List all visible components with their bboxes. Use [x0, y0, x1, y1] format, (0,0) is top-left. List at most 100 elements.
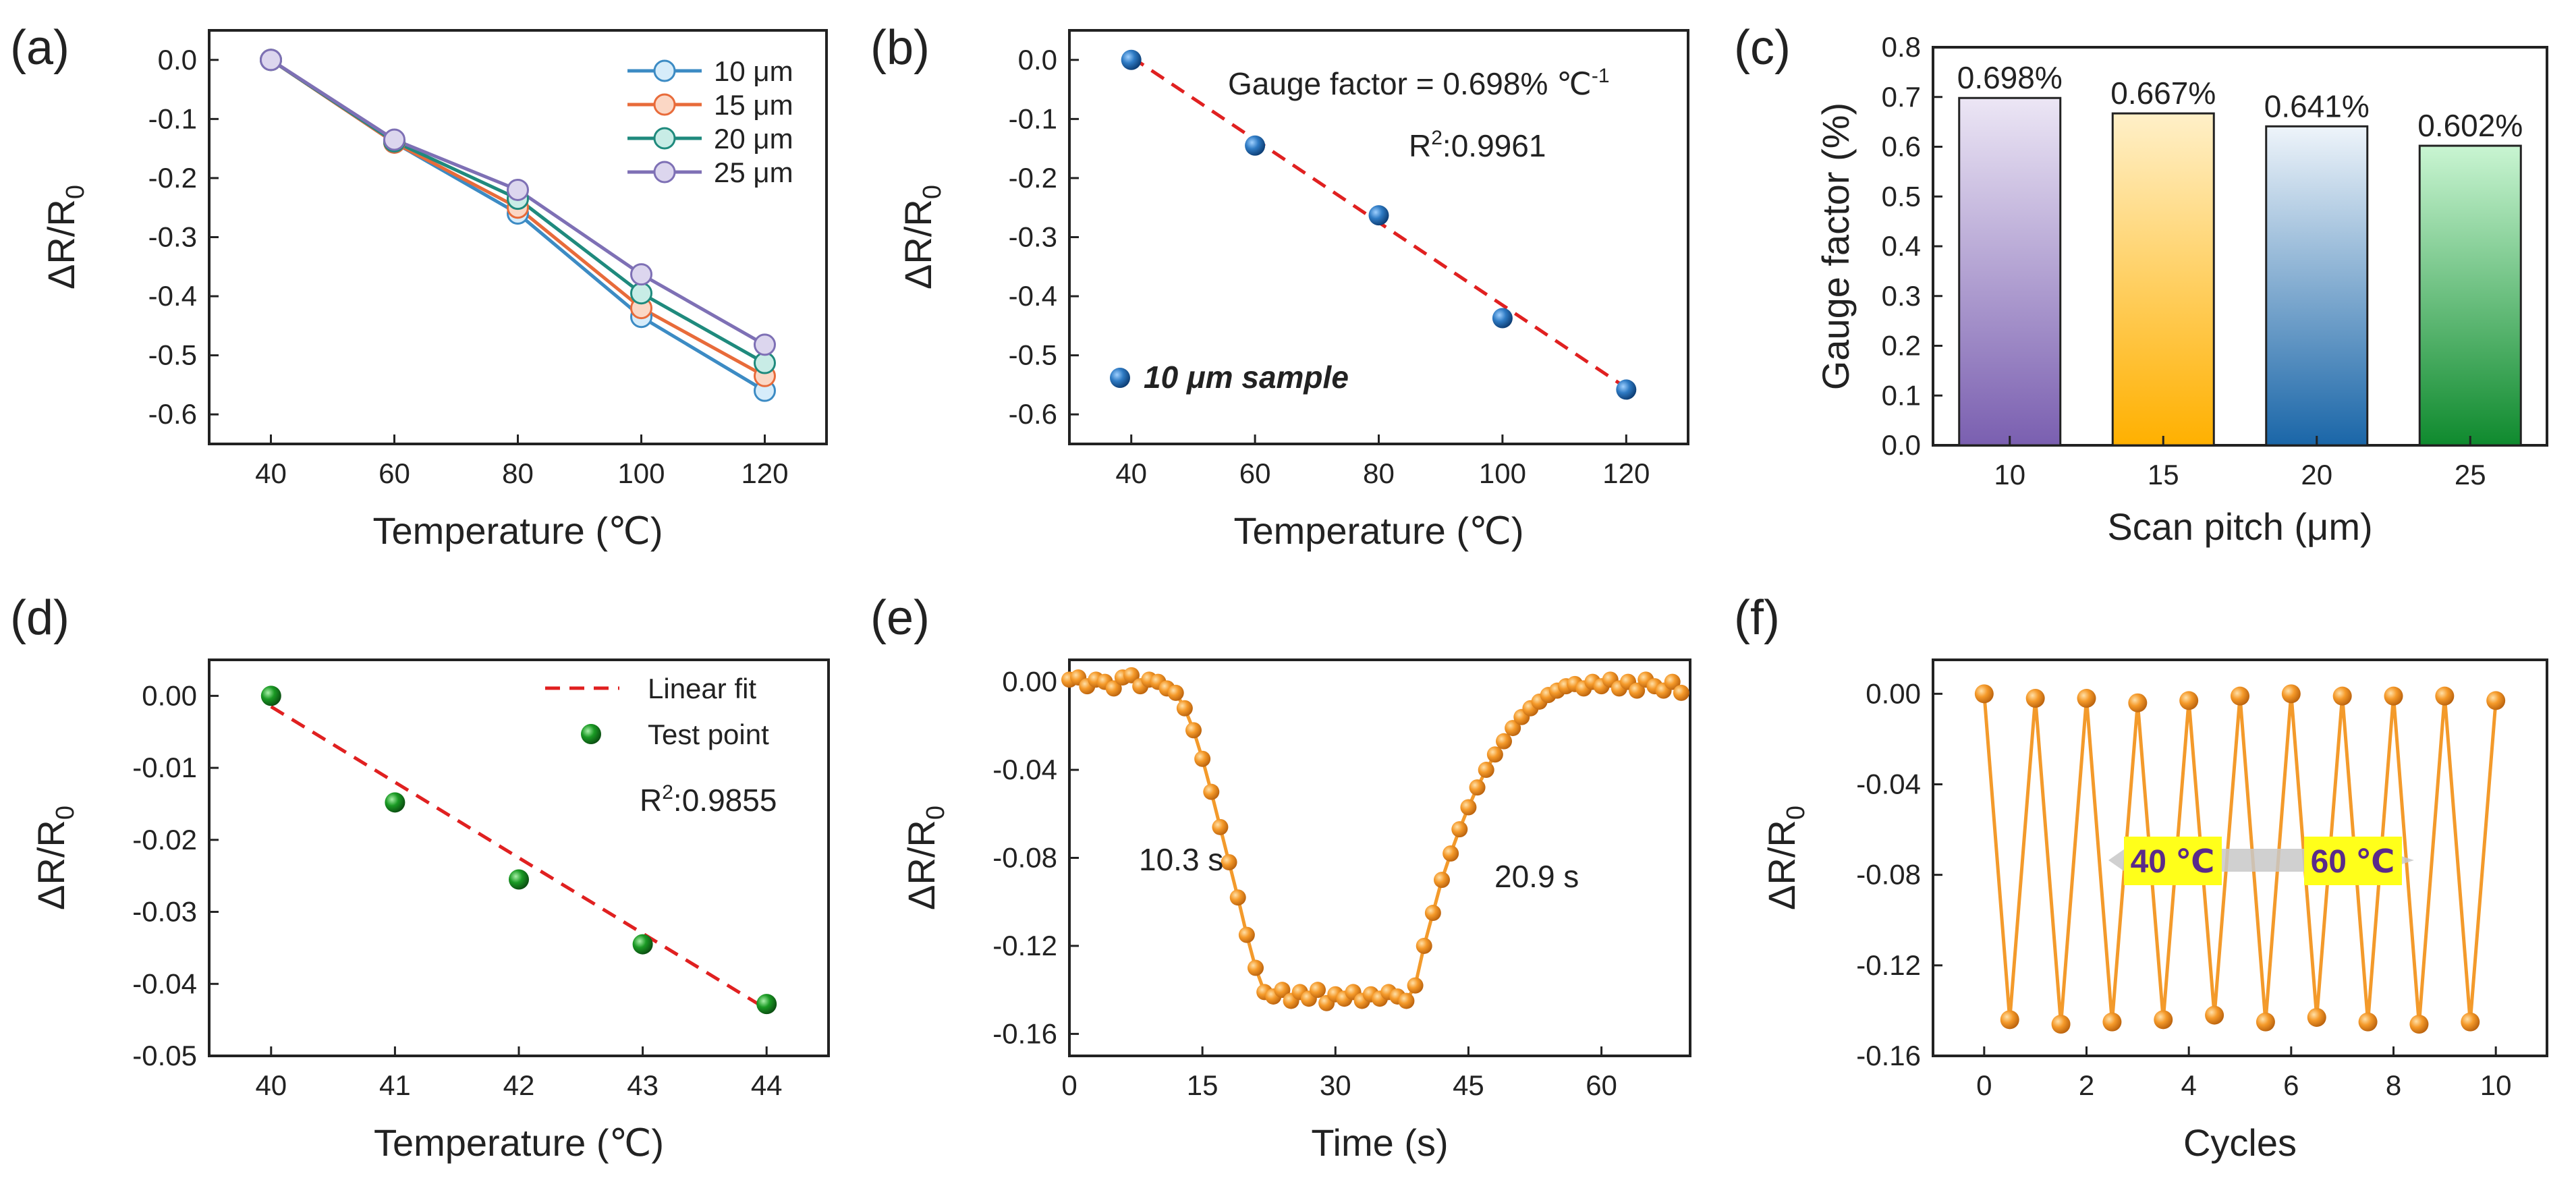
e-data-point — [1673, 684, 1689, 701]
e-xtick-label: 45 — [1453, 1069, 1484, 1101]
a-ytick-label: -0.2 — [148, 162, 197, 194]
e-ytick-label: -0.04 — [992, 754, 1057, 785]
c-ylabel: Gauge factor (%) — [1814, 103, 1857, 390]
e-ytick-label: -0.08 — [992, 842, 1057, 874]
panel-label-f: (f) — [1734, 591, 1780, 645]
e-data-point — [1505, 720, 1521, 737]
f-data-point — [2051, 1015, 2071, 1034]
f-data-point — [2154, 1010, 2173, 1030]
a-xlabel: Temperature (℃) — [372, 509, 663, 552]
a-legend-label: 10 μm — [714, 55, 793, 87]
panel-d-chart: 0.00 -0.01 -0.02 -0.03 -0.04 -0.05 40 41 42 43 44 T… — [30, 658, 830, 1164]
a-series-point — [754, 333, 776, 356]
b-ytick-label: -0.3 — [1009, 221, 1057, 253]
e-ytick-label: 0.00 — [1002, 666, 1057, 698]
e-data-point — [1229, 889, 1246, 906]
d-ytick-label: -0.04 — [132, 967, 197, 999]
a-xtick-label: 40 — [255, 457, 287, 489]
e-data-point — [1185, 722, 1202, 739]
c-bar-data-label: 0.641% — [2264, 88, 2370, 123]
c-bar-20 — [2265, 125, 2369, 447]
e-xtick-label: 30 — [1320, 1069, 1351, 1101]
f-data-point — [2435, 686, 2455, 706]
b-ylabel-main: ΔR/R — [897, 199, 939, 289]
a-ylabel: ΔR/R0 — [40, 185, 90, 289]
d-r2-value: :0.9855 — [673, 783, 777, 818]
f-data-point — [2461, 1012, 2480, 1032]
f-ylabel-sub: 0 — [1782, 806, 1810, 820]
f-label-60: 60 ℃ — [2311, 844, 2395, 880]
c-ytick-label: 0.0 — [1882, 429, 1921, 461]
f-ytick-label: -0.16 — [1856, 1040, 1921, 1071]
panel-label-b: (b) — [870, 21, 930, 75]
f-label-box-60 — [2304, 837, 2402, 885]
d-xtick-label: 44 — [751, 1069, 783, 1101]
a-legend-marker — [653, 93, 676, 116]
d-ytick-label: -0.05 — [132, 1040, 197, 1071]
d-legend-fit-label: Linear fit — [648, 673, 756, 704]
d-r2-text: R2:0.9855 — [640, 781, 777, 818]
c-xtick-label: 15 — [2148, 459, 2179, 490]
d-data-point — [260, 685, 281, 706]
f-xtick-label: 4 — [2181, 1069, 2196, 1101]
f-data-point — [2000, 1010, 2019, 1030]
b-legend-label: 10 μm sample — [1144, 360, 1349, 395]
e-data-point — [1469, 779, 1486, 796]
e-ylabel: ΔR/R0 — [900, 806, 950, 910]
panel-label-e: (e) — [870, 591, 930, 645]
f-data-point — [2281, 684, 2301, 704]
b-xlabel: Temperature (℃) — [1233, 509, 1523, 552]
a-ytick-label: -0.1 — [148, 103, 197, 134]
b-gauge-factor-text: Gauge factor = 0.698% ℃-1 — [1228, 65, 1610, 101]
a-series-point — [260, 49, 282, 72]
f-xtick-label: 10 — [2480, 1069, 2512, 1101]
c-xtick-label: 10 — [1994, 459, 2025, 490]
e-data-point — [1424, 905, 1441, 922]
a-ytick-label: -0.4 — [148, 280, 197, 312]
c-ytick-label: 0.3 — [1882, 280, 1921, 312]
b-data-point — [1368, 205, 1389, 226]
b-data-point — [1616, 379, 1637, 400]
e-data-point — [1496, 733, 1512, 750]
d-fit-line — [270, 705, 768, 1011]
e-data-point — [1486, 746, 1503, 763]
d-ylabel-main: ΔR/R — [30, 820, 72, 910]
f-label-box-40 — [2124, 837, 2222, 885]
e-data-point — [1664, 673, 1681, 690]
f-xtick-label: 0 — [1976, 1069, 1992, 1101]
b-r2-sup: 2 — [1431, 127, 1443, 149]
f-ytick-label: -0.12 — [1856, 949, 1921, 981]
e-data-point — [1416, 937, 1432, 954]
f-data-point — [1974, 684, 1994, 704]
b-data-point — [1245, 135, 1266, 156]
e-data-point — [1176, 700, 1193, 717]
d-data-point — [385, 792, 405, 813]
e-data-point — [1105, 680, 1122, 697]
b-xtick-label: 100 — [1479, 457, 1526, 489]
d-xtick-label: 41 — [379, 1069, 411, 1101]
f-data-point — [2384, 686, 2403, 706]
b-legend-marker — [1110, 368, 1130, 388]
f-data-point — [2256, 1012, 2275, 1032]
b-r2-value: :0.9961 — [1443, 128, 1546, 163]
c-xtick-label: 25 — [2455, 459, 2486, 490]
d-xtick-label: 40 — [255, 1069, 287, 1101]
c-bar-data-label: 0.667% — [2110, 76, 2216, 111]
a-ylabel-sub: 0 — [61, 185, 90, 199]
d-data-point — [632, 934, 653, 955]
e-xtick-label: 15 — [1187, 1069, 1219, 1101]
b-xtick-label: 120 — [1602, 457, 1650, 489]
d-r2-prefix: R — [640, 783, 662, 818]
e-ytick-label: -0.16 — [992, 1017, 1057, 1049]
panel-label-a: (a) — [10, 21, 69, 75]
c-ytick-label: 0.1 — [1882, 379, 1921, 411]
c-ytick-label: 0.2 — [1882, 330, 1921, 362]
panel-f-chart: 0.00 -0.04 -0.08 -0.12 -0.16 0 2 4 6 8 10 Cycles ΔR/… — [1760, 658, 2548, 1164]
e-xtick-label: 60 — [1586, 1069, 1617, 1101]
a-xtick-label: 120 — [741, 457, 788, 489]
f-data-point — [2025, 689, 2045, 708]
e-data-point — [1123, 667, 1140, 683]
b-xtick-label: 40 — [1115, 457, 1147, 489]
b-gauge-sup: -1 — [1592, 65, 1610, 87]
